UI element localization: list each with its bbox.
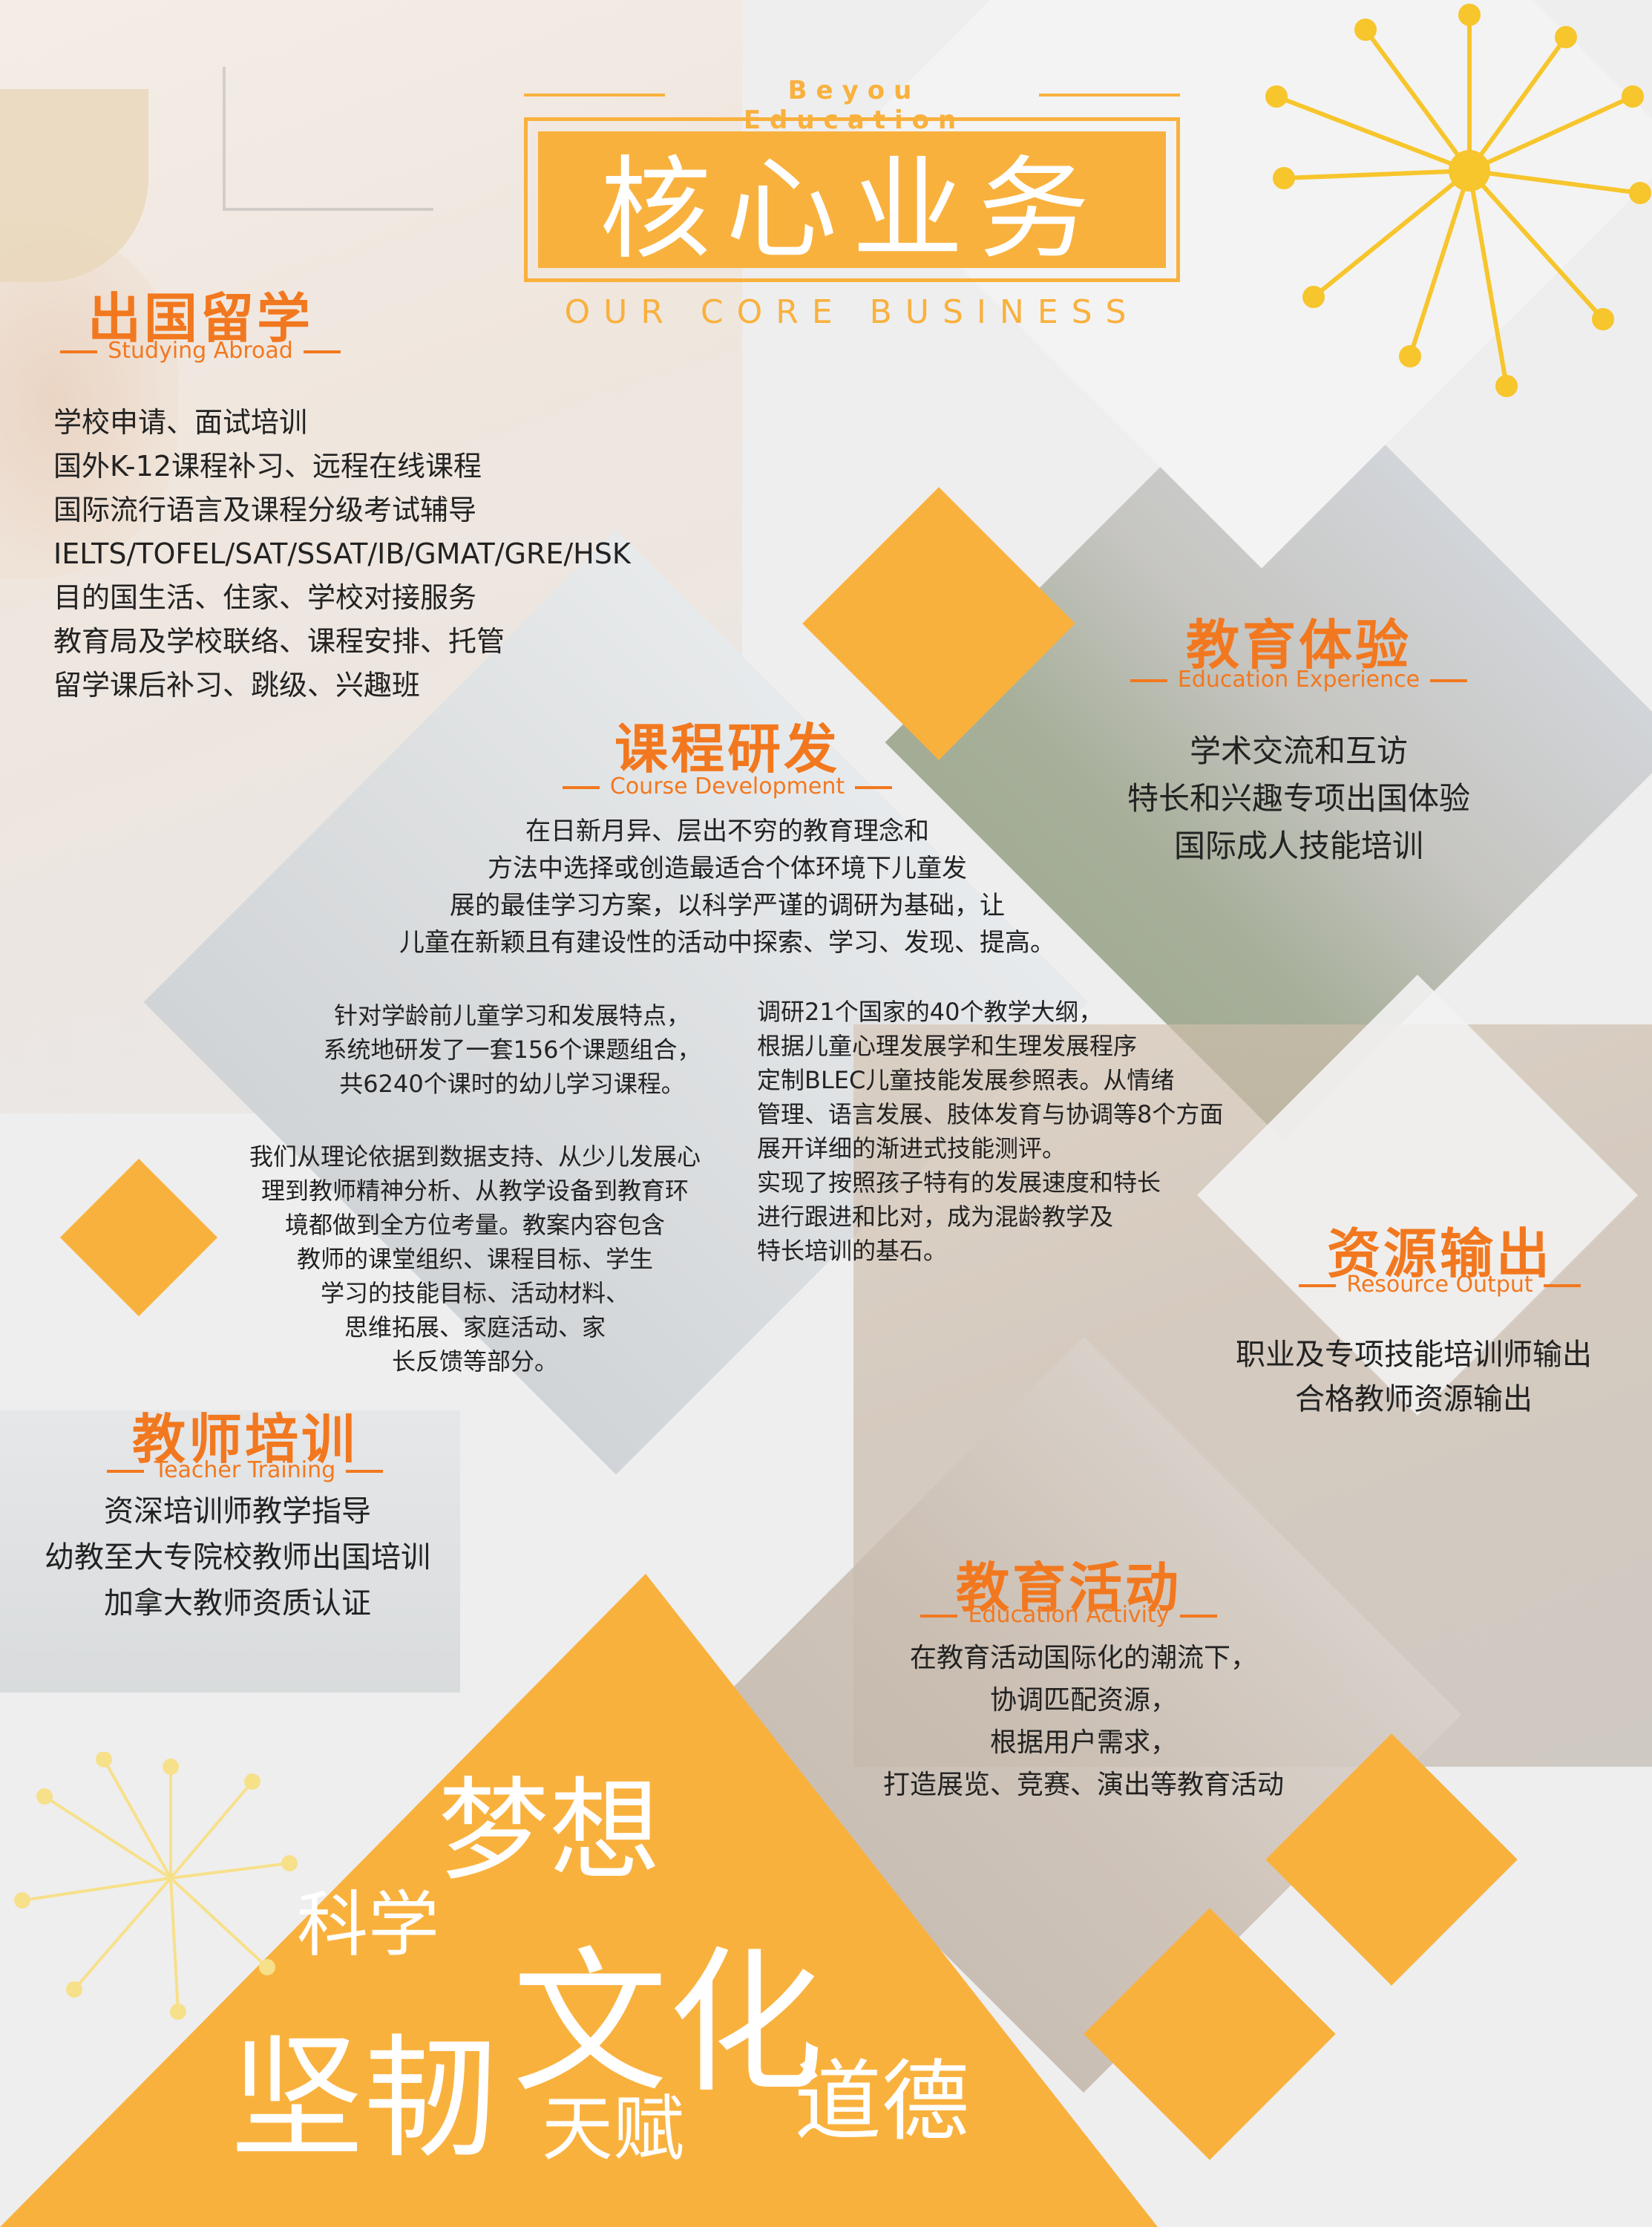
- paragraph-line: 针对学龄前儿童学习和发展特点，: [333, 1001, 690, 1030]
- list-item: 教育局及学校联络、课程安排、托管: [53, 625, 505, 658]
- list-item: 特长和兴趣专项出国体验: [1127, 780, 1470, 817]
- keyword-dream: 梦想: [438, 1767, 661, 1896]
- paragraph-line: 根据儿童心理发展学和生理发展程序: [757, 1032, 1138, 1060]
- header-title-fill: 核心业务: [538, 131, 1166, 275]
- keyword-science: 科学: [297, 1883, 439, 1966]
- teacher-subtitle: Teacher Training: [67, 1457, 423, 1483]
- paragraph-line: 方法中选择或创造最适合个体环境下儿童发: [488, 854, 967, 883]
- list-item: 根据用户需求，: [989, 1727, 1177, 1758]
- paragraph-line: 教师的课堂组织、课程目标、学生: [296, 1245, 653, 1273]
- paragraph-line: 思维拓展、家庭活动、家: [344, 1313, 606, 1341]
- experience-list: 学术交流和互访 特长和兴趣专项出国体验 国际成人技能培训: [1076, 727, 1521, 870]
- list-item: 留学课后补习、跳级、兴趣班: [53, 669, 421, 702]
- orange-bottom-triangle: [0, 1574, 1158, 2227]
- paragraph-line: 进行跟进和比对，成为混龄教学及: [757, 1203, 1114, 1231]
- paragraph-line: 长反馈等部分。: [391, 1347, 558, 1376]
- course-intro: 在日新月异、层出不穷的教育理念和 方法中选择或创造最适合个体环境下儿童发 展的最…: [356, 813, 1098, 961]
- page-title: 核心业务: [599, 145, 1104, 275]
- paragraph-line: 境都做到全方位考量。教案内容包含: [284, 1211, 665, 1239]
- keyword-morality: 道德: [794, 2050, 970, 2153]
- list-item: 加拿大教师资质认证: [104, 1586, 371, 1621]
- paragraph-line: 学习的技能目标、活动材料、: [320, 1279, 629, 1307]
- photo-whiteboard-lines: [223, 67, 433, 211]
- paragraph-line: 我们从理论依据到数据支持、从少儿发展心: [249, 1142, 701, 1171]
- header-subtitle: OUR CORE BUSINESS: [564, 293, 1140, 331]
- paragraph-line: 实现了按照孩子特有的发展速度和特长: [757, 1168, 1161, 1197]
- abroad-subtitle: Studying Abroad: [30, 338, 371, 364]
- paragraph-line: 展的最佳学习方案，以科学严谨的调研为基础，让: [450, 891, 1005, 920]
- header-title-box: 核心业务: [524, 117, 1180, 282]
- paragraph-line: 定制BLEC儿童技能发展参照表。从情绪: [757, 1066, 1175, 1094]
- list-item: 国际成人技能培训: [1173, 828, 1423, 864]
- list-item: 资深培训师教学指导: [104, 1494, 371, 1528]
- paragraph-line: 在日新月异、层出不穷的教育理念和: [525, 817, 929, 846]
- list-item: 国外K-12课程补习、远程在线课程: [53, 450, 482, 483]
- paragraph-line: 理到教师精神分析、从教学设备到教育环: [260, 1177, 689, 1205]
- experience-title: 教育体验: [1185, 614, 1412, 676]
- experience-subtitle: Education Experience: [1113, 667, 1484, 693]
- list-item: IELTS/TOFEL/SAT/SSAT/IB/GMAT/GRE/HSK: [53, 537, 631, 570]
- keyword-talent: 天赋: [542, 2087, 684, 2171]
- sunburst-top-right-icon: [1265, 4, 1651, 397]
- keyword-culture: 文化: [512, 1932, 825, 2114]
- course-left-1: 针对学龄前儿童学习和发展特点， 系统地研发了一套156个课题组合， 共6240个…: [282, 998, 742, 1101]
- activity-list: 在教育活动国际化的潮流下， 协调匹配资源， 根据用户需求， 打造展览、竞赛、演出…: [853, 1637, 1314, 1806]
- paragraph-line: 管理、语言发展、肢体发育与协调等8个方面: [757, 1100, 1224, 1128]
- paragraph-line: 儿童在新颖且有建设性的活动中探索、学习、发现、提高。: [399, 928, 1055, 958]
- brand-name: Beyou Education: [743, 76, 966, 135]
- brand-line-right: [1039, 94, 1180, 97]
- activity-subtitle: Education Activity: [898, 1602, 1239, 1628]
- course-title: 课程研发: [614, 718, 840, 780]
- resource-subtitle: Resource Output: [1262, 1272, 1618, 1298]
- list-item: 职业及专项技能培训师输出: [1236, 1338, 1592, 1372]
- course-left-2: 我们从理论依据到数据支持、从少儿发展心 理到教师精神分析、从教学设备到教育环 境…: [223, 1139, 727, 1379]
- list-item: 协调匹配资源，: [989, 1685, 1177, 1716]
- paragraph-line: 调研21个国家的40个教学大纲，: [757, 998, 1103, 1026]
- paragraph-line: 共6240个课时的幼儿学习课程。: [339, 1070, 685, 1098]
- list-item: 在教育活动国际化的潮流下，: [909, 1643, 1257, 1673]
- list-item: 打造展览、竞赛、演出等教育活动: [882, 1770, 1284, 1800]
- list-item: 学校申请、面试培训: [53, 406, 308, 439]
- paragraph-line: 展开详细的渐进式技能测评。: [757, 1134, 1066, 1162]
- paragraph-line: 系统地研发了一套156个课题组合，: [323, 1036, 701, 1064]
- orange-diamond-left: [59, 1158, 218, 1317]
- list-item: 合格教师资源输出: [1295, 1382, 1533, 1416]
- list-item: 国际流行语言及课程分级考试辅导: [53, 494, 477, 526]
- course-right: 调研21个国家的40个教学大纲， 根据儿童心理发展学和生理发展程序 定制BLEC…: [757, 995, 1223, 1268]
- paragraph-line: 特长培训的基石。: [757, 1237, 948, 1265]
- list-item: 学术交流和互访: [1189, 733, 1408, 769]
- list-item: 目的国生活、住家、学校对接服务: [53, 581, 477, 614]
- brand-line-left: [524, 94, 665, 97]
- photo-girl-face: [0, 223, 178, 579]
- resource-list: 职业及专项技能培训师输出 合格教师资源输出: [1195, 1332, 1633, 1422]
- list-item: 幼教至大专院校教师出国培训: [45, 1540, 430, 1574]
- course-subtitle: Course Development: [542, 774, 913, 799]
- sunburst-bottom-left-icon: [14, 1752, 298, 2020]
- abroad-list: 学校申请、面试培训 国外K-12课程补习、远程在线课程 国际流行语言及课程分级考…: [53, 401, 631, 707]
- keyword-tenacity: 坚韧: [230, 2021, 498, 2177]
- teacher-list: 资深培训师教学指导 幼教至大专院校教师出国培训 加拿大教师资质认证: [30, 1488, 445, 1626]
